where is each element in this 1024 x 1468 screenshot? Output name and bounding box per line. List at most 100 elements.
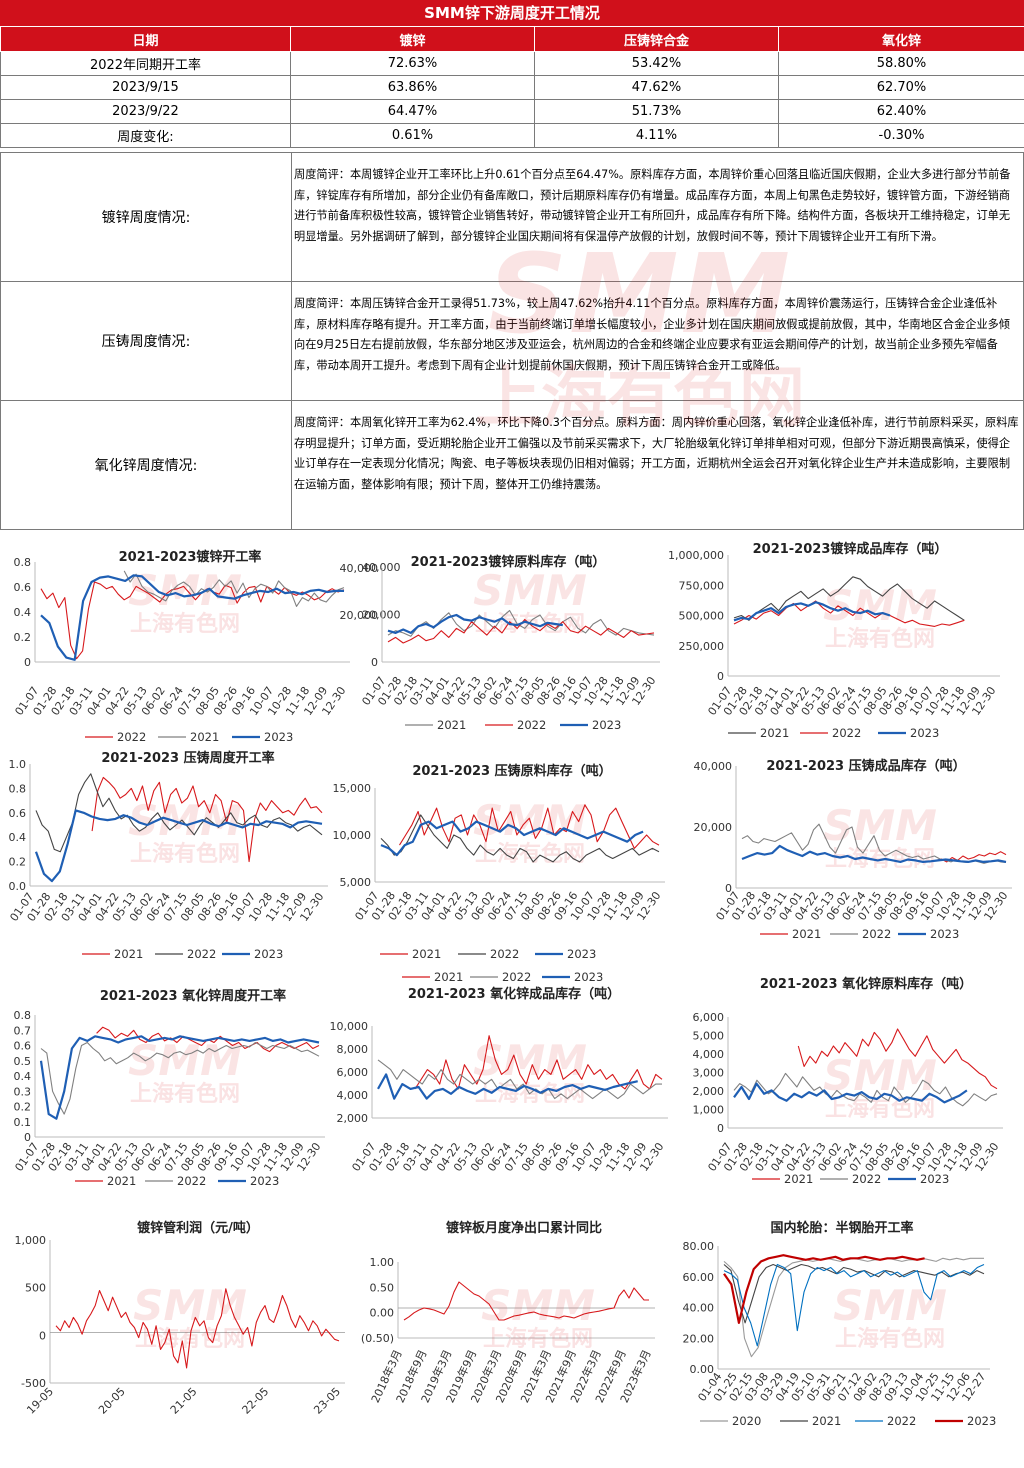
legend-label: 2021: [812, 1414, 841, 1428]
chart-watermark-brand: SMM: [823, 581, 937, 630]
chart-5: 2021-2023 压铸原料库存（吨）5,00010,00015,00001-0…: [333, 763, 665, 961]
legend-label: 2021: [107, 1174, 136, 1188]
y-tick-label: 0.0: [9, 880, 27, 893]
charts-area: 2021-2023镀锌开工率 0 0.2 0.4 0.6 0.8 20,000 40,000 0…: [7, 541, 1012, 1428]
legend-label: 2021: [792, 927, 821, 941]
y-tick-label: 0: [717, 670, 724, 683]
series-line-2023: [387, 613, 563, 634]
y-tick-label: 0.3: [14, 1085, 32, 1098]
table-row: 2023/9/15 63.86% 47.62% 62.70%: [0, 75, 1024, 100]
legend-label: 2023: [910, 726, 939, 740]
y-tick-label: 0.6: [14, 1040, 32, 1053]
chart-watermark-name: 上海有色网: [835, 1326, 945, 1352]
y-tick-label: 5,000: [340, 876, 372, 889]
legend-label: 2020: [732, 1414, 761, 1428]
chart-8: 2021-2023 氧化锌成品库存（吨） 2,000 4,000 6,000 8,000…: [330, 970, 668, 1174]
chart-title: 镀锌板月度净出口累计同比: [446, 1220, 602, 1236]
y-tick-label: 40,000: [340, 562, 379, 575]
y-tick-label: (0.50): [361, 1332, 394, 1345]
legend-label: 2023: [592, 718, 621, 732]
legend-label: 2021: [760, 726, 789, 740]
y-tick-label: 0.5: [14, 1055, 32, 1068]
summary-table: 日期 镀锌 压铸锌合金 氧化锌 2022年同期开工率 72.63% 53.42%…: [0, 26, 1024, 148]
legend-label: 2023: [920, 1172, 949, 1186]
y-tick-label: 5,000: [693, 1030, 725, 1043]
x-tick-label: 20-05: [96, 1385, 128, 1417]
chart-title: 2021-2023 压铸周度开工率: [101, 750, 274, 766]
x-tick-label: 21-05: [168, 1385, 200, 1417]
y-tick-label: 0.00: [690, 1363, 715, 1376]
table-cell: 2023/9/22: [0, 99, 291, 124]
chart-1: 2021-2023镀锌开工率 0 0.2 0.4 0.6 0.8 20,000 40,000 0…: [12, 549, 400, 744]
chart-7: 2021-2023 氧化锌周度开工率 0 0.1 0.2 0.3 0.4 0.5 0.6 0.7…: [12, 988, 325, 1188]
chart-watermark-name: 上海有色网: [130, 1081, 240, 1107]
series-line-2022: [723, 1263, 985, 1347]
y-tick-label: 20,000: [340, 609, 379, 622]
series-line-2023: [733, 1082, 968, 1104]
y-tick-label: 0.00: [370, 1307, 395, 1320]
y-tick-label: 0: [371, 656, 378, 669]
series-line-2021: [91, 776, 323, 863]
y-tick-label: 80.00: [683, 1240, 715, 1253]
chart-title: 2021-2023 氧化锌成品库存（吨）: [408, 986, 620, 1002]
series-line-2023: [380, 820, 644, 857]
chart-title: 2021-2023镀锌开工率: [119, 549, 262, 565]
comment-text: 周度简评：本周镀锌企业开工率环比上升0.61个百分点至64.47%。原料库存方面…: [294, 168, 1011, 243]
y-tick-label: 20.00: [683, 1332, 715, 1345]
comment-label: 压铸周度情况:: [1, 282, 292, 400]
legend-label: 2022: [852, 1172, 881, 1186]
legend-label: 2023: [264, 730, 293, 744]
chart-12: 国内轮胎：半钢胎开工率0.0020.0040.0060.0080.0001-04…: [683, 1220, 997, 1428]
series-line-2023: [741, 844, 1007, 863]
y-tick-label: 4,000: [337, 1089, 369, 1102]
legend-label: 2021: [784, 1172, 813, 1186]
y-tick-label: 0.2: [14, 1101, 32, 1114]
legend-label: 2023: [567, 947, 596, 961]
comment-row-zinc-oxide: 氧化锌周度情况: 周度简评：本周氧化锌开工率为62.4%，环比下降0.3个百分点…: [0, 400, 1024, 530]
y-tick-label: 1.0: [9, 758, 27, 771]
y-tick-label: 10,000: [333, 829, 372, 842]
y-tick-label: 0.8: [14, 556, 32, 569]
legend-label: 2021: [434, 970, 463, 984]
y-tick-label: 3,000: [693, 1067, 725, 1080]
table-cell: 47.62%: [534, 75, 779, 100]
series-line-2022: [733, 600, 965, 627]
y-tick-label: 500,000: [679, 610, 725, 623]
y-tick-label: 0: [24, 656, 31, 669]
y-tick-label: 10,000: [330, 1020, 369, 1033]
header-cell-zinc-oxide: 氧化锌: [778, 26, 1024, 52]
y-tick-label: -500: [21, 1377, 46, 1390]
y-tick-label: 0.1: [14, 1116, 32, 1129]
y-tick-label: 2,000: [693, 1085, 725, 1098]
series-line-2021: [123, 570, 345, 607]
table-cell: 58.80%: [778, 51, 1024, 76]
table-cell: 51.73%: [534, 99, 779, 124]
y-tick-label: 0: [717, 1122, 724, 1135]
y-tick-label: 0: [39, 1329, 46, 1342]
y-tick-label: 1,000,000: [668, 549, 724, 562]
chart-title: 镀锌管利润（元/吨）: [137, 1220, 259, 1236]
series-line-2023: [723, 1254, 925, 1324]
table-cell: -0.30%: [778, 123, 1024, 148]
x-tick-label: 22-05: [240, 1385, 272, 1417]
y-tick-label: 15,000: [333, 782, 372, 795]
legend-label: 2023: [254, 947, 283, 961]
header-cell-date: 日期: [0, 26, 291, 52]
y-tick-label: 0.8: [9, 782, 27, 795]
chart-3: 2021-2023镀锌成品库存（吨） 0 250,000 500,000 750,000…: [668, 541, 1000, 740]
chart-title: 2021-2023 氧化锌周度开工率: [100, 988, 286, 1004]
table-header-row: 日期 镀锌 压铸锌合金 氧化锌: [0, 26, 1024, 52]
legend-label: 2023: [574, 970, 603, 984]
series-line-2022: [40, 581, 345, 660]
chart-watermark-name: 上海有色网: [475, 841, 585, 867]
chart-watermark-brand: SMM: [823, 801, 937, 850]
table-cell: 周度变化:: [0, 123, 291, 148]
chart-title: 2021-2023 氧化锌原料库存（吨）: [760, 976, 972, 992]
chart-watermark-brand: SMM: [473, 566, 587, 615]
y-tick-label: 40.00: [683, 1302, 715, 1315]
series-line-2021: [399, 804, 660, 849]
table-cell: 4.11%: [534, 123, 779, 148]
chart-watermark-brand: SMM: [128, 566, 242, 615]
y-tick-label: 1,000: [693, 1104, 725, 1117]
